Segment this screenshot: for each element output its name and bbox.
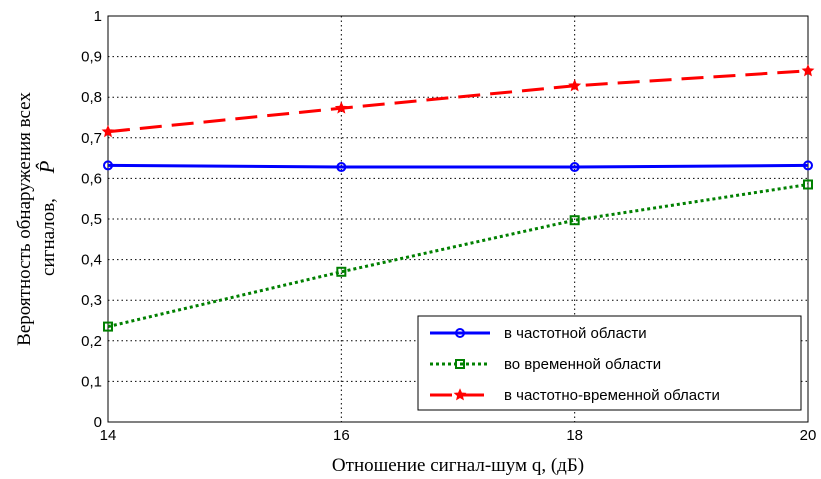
legend-label: во временной области xyxy=(504,356,661,373)
y-tick-label: 0,9 xyxy=(81,49,102,66)
legend-entry: в частотной области xyxy=(430,325,647,342)
series-circle xyxy=(103,160,813,173)
data-point-circle xyxy=(336,162,347,173)
x-tick-label: 14 xyxy=(100,427,117,444)
data-point-star xyxy=(334,101,348,114)
y-axis-title-line1: Вероятность обнаружения всех xyxy=(14,92,35,346)
data-point-circle xyxy=(103,160,113,171)
data-point-circle xyxy=(569,162,580,173)
legend-label: в частотной области xyxy=(504,325,647,342)
data-point-circle xyxy=(803,160,813,171)
data-point-star xyxy=(568,78,582,92)
legend: в частотной области во временной области в… xyxy=(417,315,802,411)
y-axis-title: Вероятность обнаружения всех сигналов, P… xyxy=(14,92,59,346)
data-point-star xyxy=(453,388,467,401)
series-layer xyxy=(101,64,815,332)
y-tick-label: 0 xyxy=(94,414,102,431)
legend-entry: во временной области xyxy=(430,356,661,373)
y-tick-label: 0,7 xyxy=(81,130,102,147)
legend-label: в частотно-временной области xyxy=(504,387,720,404)
y-axis-title-line2: сигналов, xyxy=(38,198,59,276)
data-point-star xyxy=(801,64,815,77)
y-tick-label: 0,5 xyxy=(81,211,102,228)
y-tick-label: 0,1 xyxy=(81,373,102,390)
plot-area xyxy=(107,15,809,423)
tick-labels: 0 0,1 0,2 0,3 0,4 0,5 0,6 0,7 0,8 0,9 1 14 16 18 20 xyxy=(81,8,816,444)
data-point-square xyxy=(336,266,347,277)
x-tick-label: 18 xyxy=(566,427,583,444)
y-tick-label: 0,4 xyxy=(81,252,102,269)
data-point-square xyxy=(569,215,580,226)
data-point-circle xyxy=(455,328,465,338)
series-line xyxy=(107,163,809,169)
x-axis-title: Отношение сигнал-шум q, (дБ) xyxy=(332,455,584,476)
y-tick-label: 1 xyxy=(94,8,102,25)
x-tick-label: 20 xyxy=(800,427,817,444)
series-star xyxy=(101,64,815,138)
legend-entry: в частотно-временной области xyxy=(430,387,720,404)
data-point-square xyxy=(803,179,813,190)
data-point-star xyxy=(101,124,115,138)
x-tick-label: 16 xyxy=(333,427,350,444)
data-point-square xyxy=(103,321,113,332)
y-axis-title-symbol: P̂ xyxy=(35,160,59,174)
y-tick-label: 0,6 xyxy=(81,170,102,187)
series-square xyxy=(103,179,813,332)
series-line xyxy=(107,183,809,329)
y-tick-label: 0,3 xyxy=(81,292,102,309)
y-tick-label: 0,2 xyxy=(81,333,102,350)
data-point-square xyxy=(455,359,465,369)
series-line xyxy=(107,69,809,134)
y-tick-label: 0,8 xyxy=(81,89,102,106)
